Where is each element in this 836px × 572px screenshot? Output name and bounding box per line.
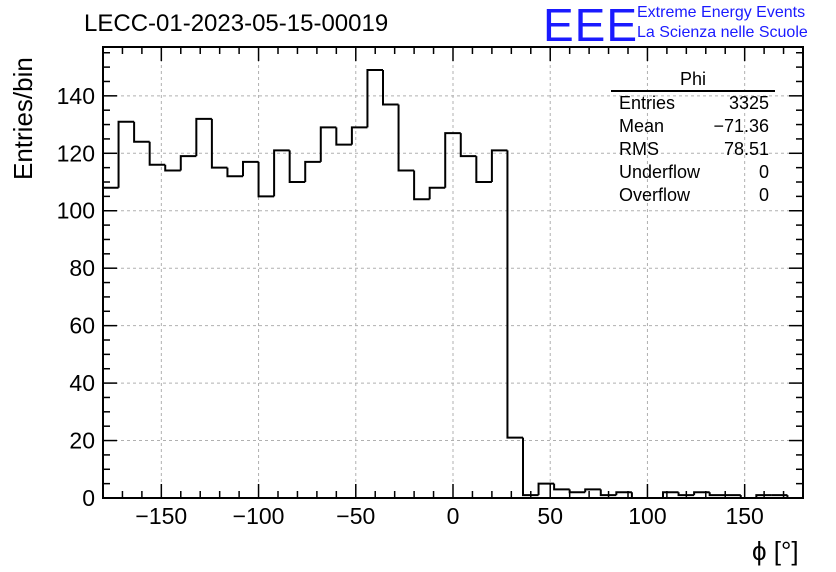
histogram-bin	[257, 161, 275, 198]
histogram-bin	[490, 149, 508, 183]
stats-title: Phi	[611, 68, 775, 92]
histogram-bin	[677, 492, 695, 497]
stats-value: 78.51	[723, 139, 769, 159]
histogram-bin	[693, 491, 710, 496]
run-title: LECC-01-2023-05-15-00019	[84, 10, 389, 37]
x-tick-label: 50	[537, 503, 563, 529]
x-tick-label: 0	[447, 503, 460, 529]
histogram-bin	[350, 126, 368, 145]
stats-box: Phi Entries 3325 Mean −71.36 RMS 78.51 U…	[611, 68, 775, 207]
histogram-bin	[397, 104, 415, 172]
histogram-bin	[475, 156, 492, 184]
stats-label: Overflow	[619, 185, 691, 205]
histogram-bin	[413, 170, 430, 201]
histogram-bin	[304, 160, 321, 183]
stats-label: Underflow	[619, 162, 701, 182]
histogram-bin	[522, 437, 539, 497]
histogram-bin	[537, 482, 555, 496]
stats-row-mean: Mean −71.36	[611, 115, 775, 138]
stats-row-underflow: Underflow 0	[611, 161, 775, 184]
axes	[102, 46, 804, 499]
y-tick-label: 100	[57, 198, 95, 224]
y-tick-label: 20	[69, 428, 95, 454]
histogram-bin	[662, 491, 679, 498]
histogram-bin	[179, 155, 197, 171]
grid-lines	[103, 47, 803, 498]
stats-value: 3325	[728, 93, 769, 113]
x-tick-label: −50	[336, 503, 375, 529]
y-tick-label: 80	[69, 255, 95, 281]
eee-logo: EEE	[543, 0, 639, 51]
histogram-bin	[428, 186, 446, 200]
histogram-bin	[382, 69, 399, 106]
stats-row-rms: RMS 78.51	[611, 138, 775, 161]
y-tick-label: 40	[69, 370, 95, 396]
y-tick-label: 140	[57, 83, 95, 109]
stats-value: −71.36	[713, 116, 769, 136]
histogram-bin	[459, 133, 477, 158]
histogram-bin	[366, 68, 383, 128]
histogram-bin	[102, 186, 119, 498]
histogram-bin	[319, 126, 337, 162]
histogram-bin	[273, 149, 290, 197]
logo-subtitle-1: Extreme Energy Events	[637, 4, 806, 21]
stats-value: 0	[758, 162, 769, 182]
stats-label: RMS	[619, 139, 659, 159]
y-tick-label: 60	[69, 313, 95, 339]
histogram-bin	[210, 118, 228, 169]
stats-row-entries: Entries 3325	[611, 92, 775, 115]
histogram-bin	[242, 160, 259, 177]
stats-row-overflow: Overflow 0	[611, 184, 775, 207]
y-axis-label: Entries/bin	[8, 57, 38, 180]
x-tick-label: 100	[628, 503, 666, 529]
stats-label: Entries	[619, 93, 676, 113]
x-axis-label: ϕ [°]	[752, 536, 799, 566]
x-tick-label: 150	[725, 503, 763, 529]
histogram-bin	[164, 164, 181, 172]
y-tick-label: 120	[57, 140, 95, 166]
histogram-bin	[288, 150, 306, 184]
y-tick-label: 0	[82, 485, 95, 511]
stats-label: Mean	[619, 116, 665, 136]
stats-value: 0	[758, 185, 769, 205]
histogram-bin	[148, 141, 166, 166]
x-tick-label: −150	[135, 503, 187, 529]
x-tick-label: −100	[233, 503, 285, 529]
histogram-bin	[615, 491, 632, 496]
histogram-bin	[335, 127, 352, 146]
histogram-bin	[133, 121, 150, 143]
histogram-bin	[444, 132, 461, 188]
histogram-bin	[708, 492, 726, 497]
histogram-bin	[195, 117, 212, 157]
histogram-bin	[226, 167, 243, 178]
histogram-bin	[506, 150, 523, 439]
histogram-bin	[599, 489, 617, 497]
histogram-bin	[117, 120, 135, 188]
histogram-bin	[568, 489, 586, 494]
histogram-bin	[584, 488, 601, 493]
histogram-bin	[553, 483, 570, 491]
logo-subtitle-2: La Scienza nelle Scuole	[637, 24, 808, 41]
histogram-bars	[102, 68, 803, 499]
tick-labels: −150 −100 −50 0 50 100 150 0 20 40 60 80 100 120 140	[57, 83, 764, 529]
